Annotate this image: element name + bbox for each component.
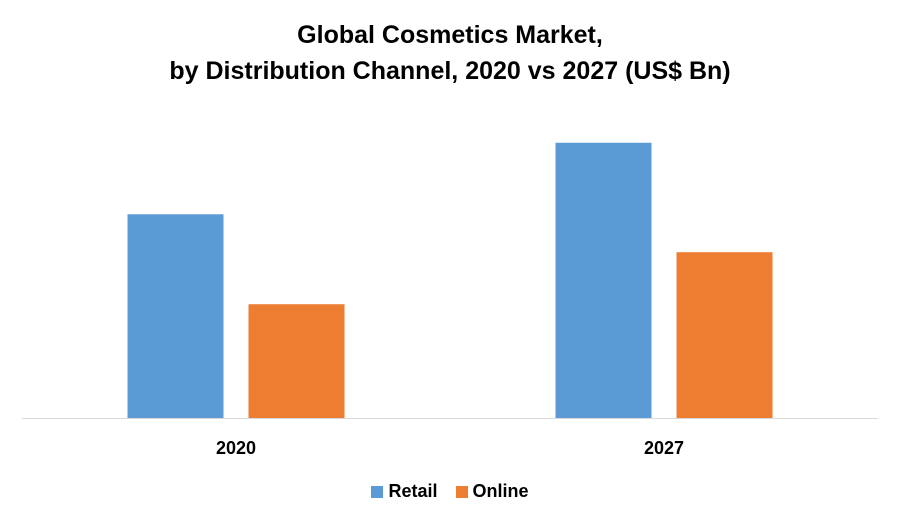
bar-online-2027 xyxy=(676,252,773,418)
chart-title-line-2: by Distribution Channel, 2020 vs 2027 (U… xyxy=(169,57,731,85)
legend-item-online: Online xyxy=(455,481,529,502)
legend-swatch-retail xyxy=(371,485,384,498)
chart-legend: Retail Online xyxy=(0,481,900,502)
x-tick-label-2020: 2020 xyxy=(216,438,256,458)
bar-retail-2020 xyxy=(127,214,224,418)
legend-label-retail: Retail xyxy=(388,481,438,501)
bar-retail-2027 xyxy=(555,142,652,419)
chart-title-line-1: Global Cosmetics Market, xyxy=(297,21,603,49)
x-tick-label-2027: 2027 xyxy=(644,438,684,458)
legend-swatch-online xyxy=(455,485,468,498)
legend-item-retail: Retail xyxy=(371,481,438,502)
bar-online-2020 xyxy=(248,304,345,418)
legend-label-online: Online xyxy=(472,481,529,501)
